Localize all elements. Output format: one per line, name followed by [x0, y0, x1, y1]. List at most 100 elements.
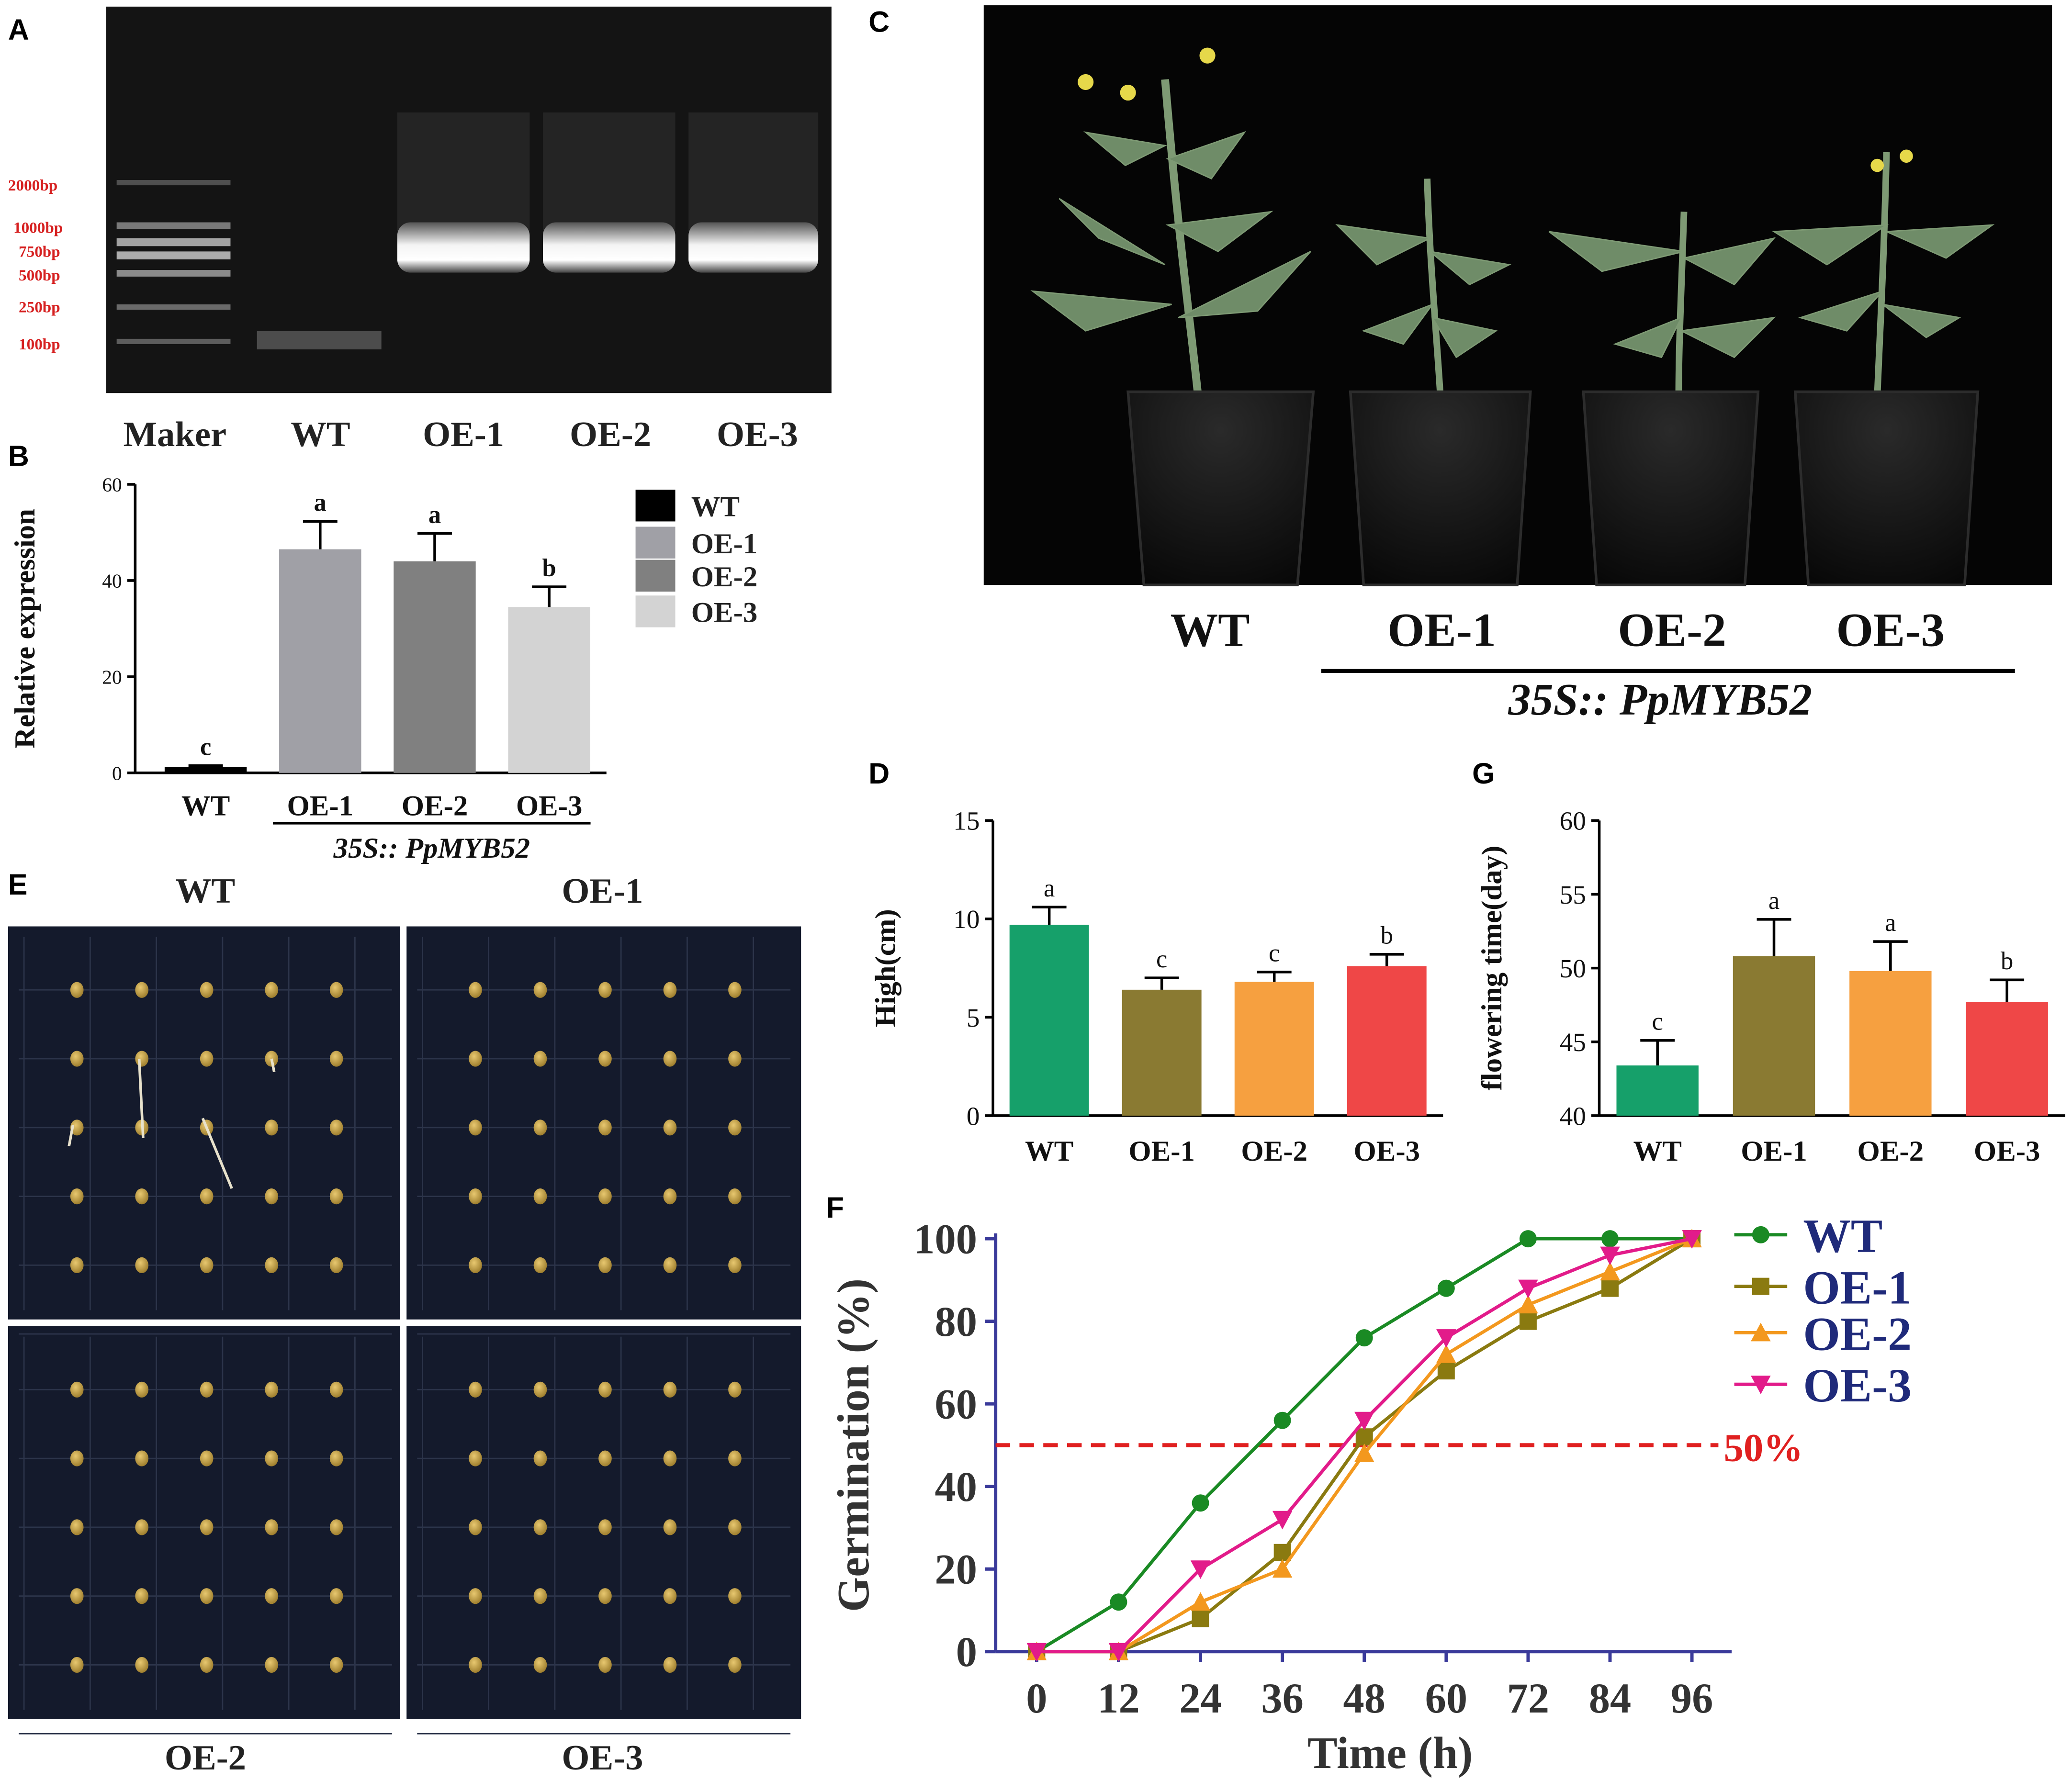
seed — [329, 1119, 343, 1136]
data-point — [1355, 1428, 1373, 1446]
legend-label: WT — [691, 491, 740, 523]
legend-swatch — [635, 490, 676, 522]
seed — [728, 1188, 742, 1205]
legend-label: OE-1 — [1803, 1261, 1912, 1314]
lane-label: OE-1 — [423, 414, 504, 454]
panel-letter-g: G — [1472, 757, 1495, 790]
y-tick-label: 60 — [935, 1381, 977, 1428]
seed — [200, 1519, 214, 1535]
seed — [329, 1588, 343, 1604]
pots — [1126, 390, 1980, 586]
y-tick-label: 40 — [102, 570, 122, 592]
seed — [469, 1588, 482, 1604]
x-axis-label: Time (h) — [1307, 1728, 1473, 1778]
bar — [508, 607, 590, 773]
y-tick-label: 55 — [1560, 880, 1586, 909]
y-tick-label: 40 — [1560, 1101, 1586, 1131]
y-axis-label: Relative expression — [9, 509, 41, 749]
height-chart: 0 5 10 15 High(cm) a WT c OE-1 c OE-2 b OE-3 — [870, 806, 1443, 1167]
seed — [728, 1119, 742, 1136]
seed — [265, 1188, 279, 1205]
data-point — [1600, 1262, 1620, 1281]
plant-label: OE-1 — [1387, 603, 1496, 656]
x-tick-label: 12 — [1097, 1675, 1139, 1722]
seed — [135, 982, 149, 998]
x-tick-label: 84 — [1589, 1675, 1631, 1722]
panel-letter-e: E — [8, 868, 28, 901]
lane-label: Maker — [124, 414, 227, 454]
seed — [135, 1450, 149, 1467]
seed — [533, 1519, 547, 1535]
bar — [1733, 956, 1815, 1116]
significance-letter: c — [1156, 945, 1167, 973]
data-point — [1110, 1593, 1127, 1611]
data-point — [1354, 1443, 1374, 1462]
seed — [70, 982, 84, 998]
seed — [663, 1381, 677, 1398]
seed — [135, 1051, 149, 1067]
significance-letter: a — [1768, 887, 1779, 915]
plant-illustrations — [1030, 47, 1995, 398]
data-point — [1519, 1312, 1537, 1330]
y-tick-label: 60 — [102, 474, 122, 496]
legend-label: WT — [1803, 1209, 1882, 1263]
seed — [533, 1657, 547, 1673]
data-point — [1751, 1376, 1771, 1394]
seed — [200, 1381, 214, 1398]
y-tick-label: 0 — [956, 1629, 977, 1676]
y-tick-label: 40 — [935, 1464, 977, 1511]
panel-letter-f: F — [826, 1191, 844, 1224]
seed — [135, 1257, 149, 1273]
panel-letter-c: C — [868, 5, 890, 38]
significance-letter: b — [542, 554, 556, 582]
seed — [663, 1119, 677, 1136]
seed — [70, 1119, 84, 1136]
ladder-label: 500bp — [19, 267, 60, 284]
seed — [663, 1257, 677, 1273]
seed — [329, 982, 343, 998]
seed — [469, 1188, 482, 1205]
significance-letter: c — [1269, 940, 1280, 967]
panel-letter-d: D — [868, 757, 890, 790]
data-point — [1752, 1277, 1769, 1295]
bar — [1347, 966, 1427, 1116]
y-tick-label: 80 — [935, 1299, 977, 1345]
seedling-labels-bottom: OE-2 OE-3 — [165, 1738, 643, 1778]
seedling-labels-top: WT OE-1 — [176, 871, 643, 911]
data-point — [1519, 1230, 1537, 1248]
seed — [200, 1657, 214, 1673]
x-tick-label: 24 — [1179, 1675, 1221, 1722]
data-point — [1026, 1643, 1047, 1662]
seed — [265, 1119, 279, 1136]
data-point — [1272, 1559, 1293, 1578]
data-point — [1601, 1230, 1619, 1248]
seed — [533, 1450, 547, 1467]
seed — [663, 1450, 677, 1467]
data-point — [1437, 1279, 1455, 1297]
seed — [663, 1051, 677, 1067]
significance-letter: b — [1381, 922, 1393, 950]
legend-label: OE-1 — [691, 528, 758, 560]
x-tick-label: WT — [181, 790, 230, 822]
seed — [265, 1519, 279, 1535]
seed — [200, 1257, 214, 1273]
expression-chart: 0 20 40 60 Relative expression c WT a OE-1 a OE-2 b… — [9, 474, 757, 864]
seed — [135, 1188, 149, 1205]
seed — [70, 1657, 84, 1673]
seed — [728, 1657, 742, 1673]
plant-label: WT — [1171, 603, 1250, 656]
bar — [1009, 925, 1089, 1116]
seed — [598, 1519, 612, 1535]
seed — [70, 1051, 84, 1067]
seed — [469, 1119, 482, 1136]
seed — [265, 1257, 279, 1273]
seed — [70, 1257, 84, 1273]
significance-letter: a — [1885, 909, 1896, 937]
seed — [598, 1257, 612, 1273]
x-tick-label: OE-2 — [1858, 1135, 1924, 1167]
seed — [200, 1450, 214, 1467]
seed — [265, 1588, 279, 1604]
seed — [598, 1381, 612, 1398]
seed — [598, 982, 612, 998]
panel-letter-a: A — [8, 13, 29, 46]
